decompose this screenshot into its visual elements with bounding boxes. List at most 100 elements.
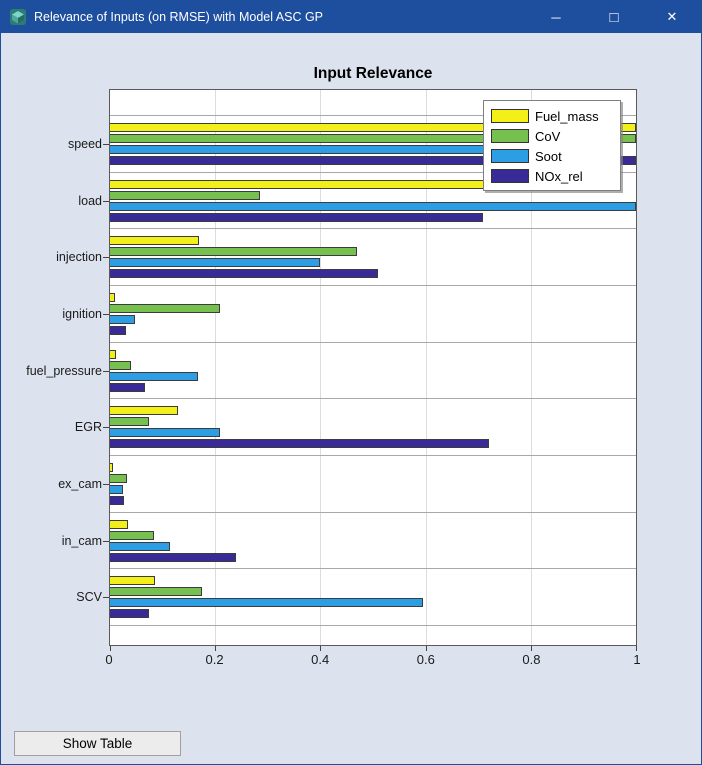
- bar-NOx_rel-fuel_pressure: [110, 382, 146, 392]
- bar-Fuel_mass-injection: [110, 236, 200, 246]
- bar-NOx_rel-in_cam: [110, 552, 237, 562]
- bar-Soot-load: [110, 201, 636, 211]
- category-label-ignition: ignition: [62, 306, 102, 321]
- bar-Fuel_mass-ex_cam: [110, 462, 114, 472]
- bar-Soot-in_cam: [110, 541, 171, 551]
- bar-CoV-ex_cam: [110, 473, 128, 483]
- bar-Fuel_mass-load: [110, 179, 500, 189]
- legend-label-NOx_rel: NOx_rel: [535, 168, 583, 184]
- figure-area: Input Relevance Fuel_mass CoV Soot NOx_rel …: [1, 33, 701, 764]
- category-label-fuel_pressure: fuel_pressure: [26, 363, 102, 378]
- legend-item-Fuel_mass: Fuel_mass: [491, 106, 612, 126]
- chart-legend[interactable]: Fuel_mass CoV Soot NOx_rel: [483, 100, 621, 191]
- y-tick-mark: [103, 427, 109, 429]
- x-tick-mark: [110, 646, 111, 651]
- bar-Soot-EGR: [110, 428, 221, 438]
- x-tick-label-0.8: 0.8: [522, 652, 541, 667]
- category-label-injection: injection: [56, 250, 102, 265]
- y-tick-mark: [103, 483, 109, 485]
- bar-CoV-ignition: [110, 303, 221, 313]
- legend-item-NOx_rel: NOx_rel: [491, 166, 612, 186]
- y-tick-mark: [103, 597, 109, 599]
- x-tick-label-0.6: 0.6: [416, 652, 435, 667]
- plot-area: Fuel_mass CoV Soot NOx_rel speed load injecti…: [26, 89, 637, 651]
- bar-CoV-injection: [110, 247, 358, 257]
- maximize-button[interactable]: □: [609, 8, 619, 26]
- bar-CoV-fuel_pressure: [110, 360, 132, 370]
- bar-NOx_rel-SCV: [110, 609, 150, 619]
- titlebar[interactable]: Relevance of Inputs (on RMSE) with Model…: [1, 1, 701, 33]
- category-label-EGR: EGR: [74, 420, 102, 435]
- category-row-EGR: EGR: [75, 398, 636, 455]
- bar-Fuel_mass-in_cam: [110, 519, 129, 529]
- bar-Soot-fuel_pressure: [110, 371, 198, 381]
- y-tick-mark: [103, 370, 109, 372]
- window-title: Relevance of Inputs (on RMSE) with Model…: [34, 10, 324, 24]
- bar-Soot-ignition: [110, 314, 135, 324]
- y-tick-mark: [103, 257, 109, 259]
- category-row-ignition: ignition: [62, 285, 636, 342]
- bar-Fuel_mass-speed: [110, 122, 636, 132]
- x-axis: 0 0.2 0.4 0.6 0.8 1: [105, 652, 641, 670]
- bar-Fuel_mass-ignition: [110, 292, 116, 302]
- legend-label-Fuel_mass: Fuel_mass: [535, 108, 599, 124]
- legend-item-CoV: CoV: [491, 126, 612, 146]
- x-tick-mark: [320, 646, 322, 651]
- bar-NOx_rel-ignition: [110, 325, 126, 335]
- bar-NOx_rel-ex_cam: [110, 495, 124, 505]
- app-icon: [10, 9, 26, 25]
- category-row-load: load: [78, 171, 636, 229]
- category-label-ex_cam: ex_cam: [58, 476, 102, 491]
- gridline-x-0.2: [215, 90, 217, 645]
- minimize-button[interactable]: ─: [551, 9, 561, 25]
- bar-NOx_rel-load: [110, 212, 484, 222]
- y-tick-mark: [103, 200, 109, 202]
- legend-swatch-Fuel_mass: [491, 109, 529, 123]
- category-row-speed: speed: [68, 115, 636, 172]
- x-tick-label-0.4: 0.4: [311, 652, 330, 667]
- x-tick-label-0: 0: [105, 652, 113, 667]
- bar-CoV-EGR: [110, 417, 150, 427]
- category-label-SCV: SCV: [76, 590, 102, 605]
- x-tick-label-0.2: 0.2: [205, 652, 224, 667]
- close-button[interactable]: ✕: [666, 9, 678, 24]
- gridline-x-0.6: [425, 90, 427, 645]
- category-row-SCV: SCV: [76, 568, 636, 627]
- bar-groups: speed load injection ignition fuel_pressure E…: [26, 115, 636, 627]
- legend-label-CoV: CoV: [535, 128, 561, 144]
- x-tick-mark: [530, 646, 532, 651]
- chart-title: Input Relevance: [313, 65, 433, 82]
- legend-swatch-NOx_rel: [491, 169, 529, 183]
- bar-Fuel_mass-EGR: [110, 406, 179, 416]
- bar-Soot-SCV: [110, 598, 423, 608]
- legend-label-Soot: Soot: [535, 148, 562, 164]
- category-row-fuel_pressure: fuel_pressure: [26, 341, 636, 399]
- gridline-x-0.8: [530, 90, 532, 645]
- x-tick-mark: [636, 646, 637, 651]
- bar-CoV-in_cam: [110, 530, 154, 540]
- legend-swatch-Soot: [491, 149, 529, 163]
- category-row-injection: injection: [56, 228, 636, 285]
- x-tick-mark: [425, 646, 427, 651]
- category-label-speed: speed: [67, 136, 102, 151]
- bar-Soot-injection: [110, 258, 321, 268]
- y-tick-mark: [103, 540, 109, 542]
- category-label-in_cam: in_cam: [61, 533, 102, 548]
- bar-Soot-ex_cam: [110, 484, 123, 494]
- bar-Fuel_mass-fuel_pressure: [110, 349, 117, 359]
- legend-item-Soot: Soot: [491, 146, 612, 166]
- y-tick-mark: [103, 143, 109, 145]
- gridline-x-0.4: [320, 90, 322, 645]
- x-tick-label-1: 1: [633, 652, 641, 667]
- legend-swatch-CoV: [491, 129, 529, 143]
- y-tick-mark: [103, 313, 109, 315]
- bar-NOx_rel-EGR: [110, 439, 489, 449]
- show-table-button[interactable]: Show Table: [14, 731, 181, 756]
- bar-CoV-speed: [110, 133, 636, 143]
- bar-CoV-SCV: [110, 587, 203, 597]
- bar-NOx_rel-injection: [110, 269, 379, 279]
- category-label-load: load: [78, 193, 102, 208]
- x-tick-mark: [215, 646, 217, 651]
- bar-NOx_rel-speed: [110, 155, 636, 165]
